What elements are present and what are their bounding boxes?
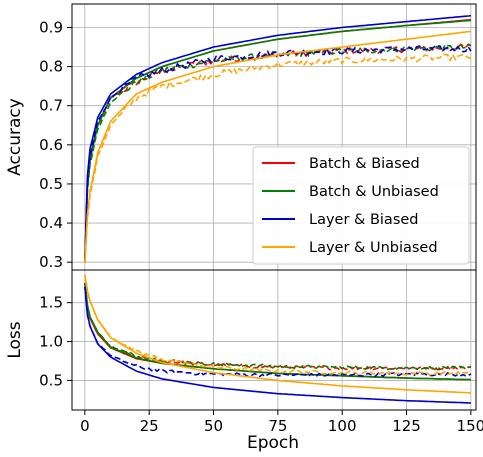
accuracy-y-tick-label: 0.6 — [39, 136, 63, 154]
epoch-x-ticks: 0 25 50 75 100 125 150 — [80, 410, 483, 435]
legend-label-layer-unbiased: Layer & Unbiased — [309, 240, 438, 256]
x-tick-label: 150 — [457, 417, 483, 435]
x-tick-label: 25 — [140, 417, 159, 435]
accuracy-line-layer-unbiased-validation — [84, 53, 471, 264]
legend-label-layer-biased: Layer & Biased — [309, 212, 419, 228]
accuracy-y-tick-label: 0.9 — [39, 18, 63, 36]
loss-line-layer-unbiased-validation — [84, 274, 472, 376]
x-tick-label: 50 — [204, 417, 223, 435]
legend-box — [252, 146, 470, 265]
accuracy-lines — [84, 14, 472, 264]
legend-label-batch-biased: Batch & Biased — [309, 156, 420, 172]
loss-y-tick-label: 0.5 — [39, 371, 63, 389]
accuracy-line-batch-unbiased-train — [84, 19, 471, 259]
accuracy-axis-title: Accuracy — [5, 98, 25, 176]
accuracy-y-tick-label: 0.3 — [39, 253, 63, 271]
x-tick-label: 125 — [392, 417, 421, 435]
accuracy-y-tick-label: 0.7 — [39, 97, 63, 115]
accuracy-line-layer-unbiased-train — [84, 30, 471, 263]
accuracy-y-tick-label: 0.8 — [39, 58, 63, 76]
accuracy-y-ticks: 0.3 0.4 0.5 0.6 0.7 0.8 0.9 — [39, 18, 72, 271]
accuracy-line-batch-unbiased-validation — [84, 43, 472, 259]
legend-label-batch-unbiased: Batch & Unbiased — [309, 184, 439, 200]
accuracy-y-tick-label: 0.5 — [39, 175, 63, 193]
accuracy-line-layer-biased-validation — [84, 45, 472, 263]
loss-axis-title: Loss — [5, 321, 25, 358]
loss-line-batch-unbiased-train — [84, 283, 471, 381]
loss-lines — [84, 274, 472, 404]
accuracy-line-layer-biased-train — [84, 14, 471, 263]
x-tick-label: 0 — [80, 417, 90, 435]
loss-y-tick-label: 1.5 — [39, 294, 63, 312]
loss-line-layer-unbiased-train — [84, 275, 471, 394]
epoch-axis-title: Epoch — [247, 433, 299, 453]
x-tick-label: 100 — [328, 417, 357, 435]
x-tick-label: 75 — [268, 417, 287, 435]
accuracy-y-tick-label: 0.4 — [39, 214, 63, 232]
loss-grid — [72, 270, 476, 410]
legend: Batch & Biased Batch & Unbiased Layer & … — [252, 146, 470, 265]
loss-plot-frame — [71, 269, 477, 411]
loss-y-tick-label: 1.0 — [39, 333, 63, 351]
loss-y-ticks: 0.5 1.0 1.5 — [39, 294, 72, 389]
loss-line-layer-biased-train — [84, 287, 471, 404]
